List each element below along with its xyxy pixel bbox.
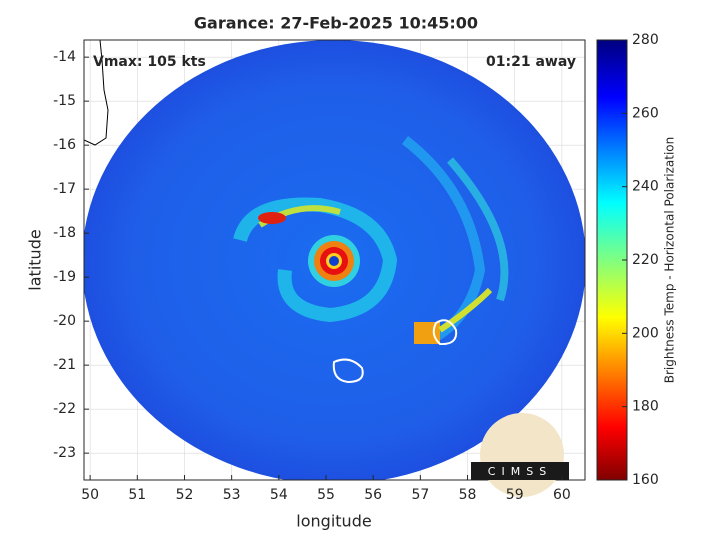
annotation: 01:21 away: [486, 54, 576, 70]
x-tick-label: 60: [553, 487, 571, 503]
x-tick-label: 54: [270, 487, 288, 503]
logo-text: CIMSS: [488, 465, 552, 478]
colorbar-tick-label: 220: [632, 252, 659, 268]
logo: CIMSS: [471, 413, 569, 497]
x-tick-label: 56: [364, 487, 382, 503]
chart-title: Garance: 27-Feb-2025 10:45:00: [194, 14, 478, 33]
satellite-image: [84, 40, 585, 480]
colorbar-tick-label: 260: [632, 105, 659, 121]
y-tick-label: -22: [53, 401, 76, 417]
x-tick-label: 58: [459, 487, 477, 503]
y-tick-label: -16: [53, 137, 76, 153]
annotation: Vmax: 105 kts: [93, 54, 206, 70]
x-tick-label: 50: [81, 487, 99, 503]
colorbar-tick-label: 280: [632, 32, 659, 48]
x-tick-label: 53: [223, 487, 241, 503]
x-axis-label: longitude: [296, 512, 371, 531]
x-tick-label: 52: [176, 487, 194, 503]
x-tick-label: 59: [506, 487, 524, 503]
x-tick-label: 55: [317, 487, 335, 503]
x-tick-label: 57: [411, 487, 429, 503]
y-tick-label: -14: [53, 49, 76, 65]
y-tick-label: -15: [53, 93, 76, 109]
colorbar-label: Brightness Temp - Horizontal Polarizatio…: [663, 137, 677, 384]
colorbar-tick-label: 240: [632, 179, 659, 195]
y-axis-label: latitude: [26, 229, 45, 290]
colorbar-tick-label: 160: [632, 472, 659, 488]
y-tick-label: -23: [53, 445, 76, 461]
x-tick-label: 51: [128, 487, 146, 503]
y-tick-label: -21: [53, 357, 76, 373]
axes-box: [83, 39, 586, 481]
colorbar-tick-label: 200: [632, 325, 659, 341]
y-tick-label: -17: [53, 181, 76, 197]
colorbar-tick-label: 180: [632, 399, 659, 415]
y-tick-label: -18: [53, 225, 76, 241]
y-tick-label: -20: [53, 313, 76, 329]
y-tick-label: -19: [53, 269, 76, 285]
